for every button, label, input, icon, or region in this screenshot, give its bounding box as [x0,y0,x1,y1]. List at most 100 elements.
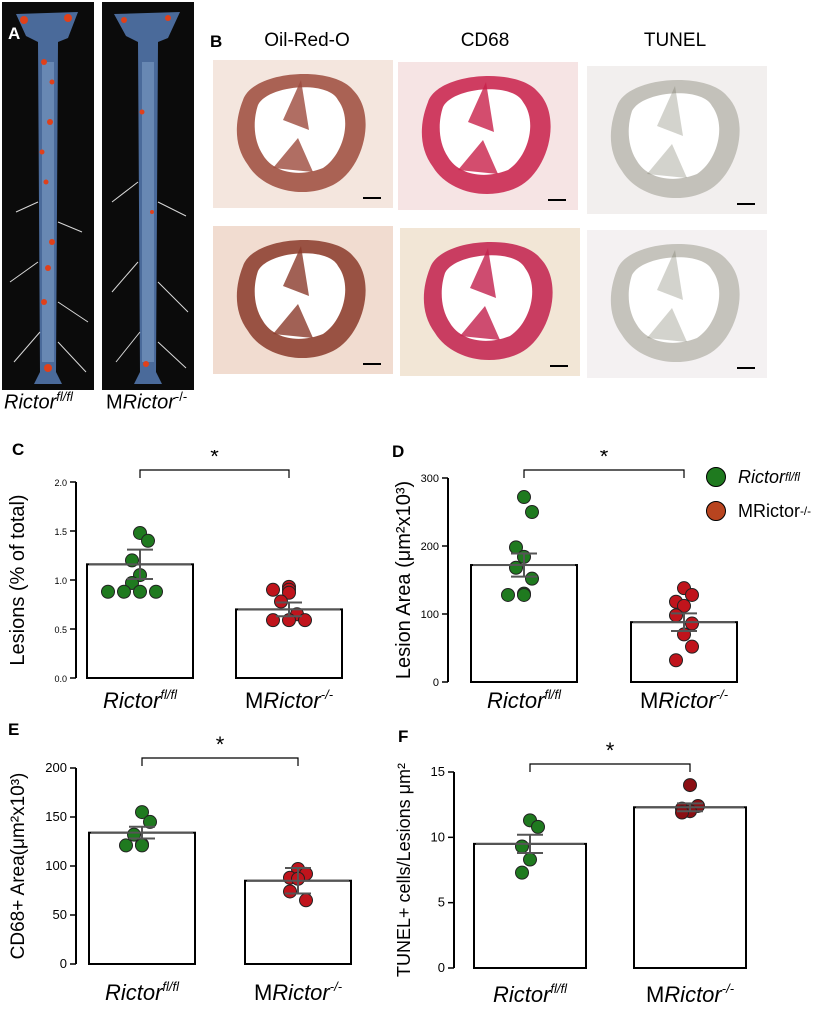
x-tick-label: MRictor-/- [646,981,735,1007]
x-tick-label: MRictor-/- [640,687,729,713]
y-tick-label: 10 [431,829,445,844]
data-point [515,865,529,880]
data-point [685,616,699,631]
y-axis-label: TUNEL+ cells/Lesions μm² [394,763,414,977]
y-tick-label: 0.0 [54,674,67,684]
data-point [119,838,133,853]
label-sup: -/- [174,389,188,404]
significance-bracket [139,469,290,478]
data-point [282,585,296,600]
micrograph-tunel-row1 [587,66,767,214]
bar-1 [244,879,352,965]
x-tick-label: Rictorfl/fl [103,687,178,713]
y-tick-label: 0 [60,956,67,971]
stain-title-oil-red-o: Oil-Red-O [264,30,350,51]
y-tick-label: 15 [431,764,445,779]
data-point [515,839,529,854]
y-tick-label: 0 [433,677,439,689]
data-point [283,884,297,899]
legend: Rictor fl/fl MRictor -/- [706,460,811,528]
significance-star: * [606,738,615,763]
significance-bracket [141,757,299,766]
data-point [523,852,537,867]
y-tick-label: 0.5 [54,625,67,635]
y-tick-label: 2.0 [54,478,67,488]
bar-1 [633,806,747,969]
y-tick-label: 200 [421,541,439,553]
x-tick-label: Rictorfl/fl [105,979,180,1005]
y-tick-label: 50 [53,907,67,922]
data-point [133,584,147,599]
label-italic: Rictor [122,391,175,414]
data-point [135,805,149,820]
micrograph-tunel-row2 [587,230,767,378]
data-point [669,653,683,668]
y-tick-label: 0 [438,960,445,975]
data-point [135,838,149,853]
aorta-photo-rictor-flfl [2,2,94,390]
data-point [501,587,515,602]
panel-f-letter: F [398,727,409,746]
data-point [531,819,545,834]
stain-title-cd68: CD68 [460,30,510,51]
data-point [525,505,539,519]
x-tick-label: Rictorfl/fl [493,981,568,1007]
aorta-label-mrictor-ko: MRictor-/- [106,389,187,415]
data-point [101,584,115,599]
data-point [149,584,163,599]
data-point [509,560,523,575]
bar-0 [470,564,578,683]
micrograph-oil-row2 [213,226,393,374]
chart-c-lesions-percent: 0.0 0.5 1.0 1.5 2.0 Lesions (% of total) * Rict… [7,450,343,713]
bar-1 [630,621,738,684]
significance-star: * [216,732,225,757]
y-axis-label: CD68+ Area(μm²x10³) [8,773,29,960]
x-tick-label: MRictor-/- [254,979,343,1005]
y-tick-label: 1.0 [54,576,67,586]
data-point [683,778,697,793]
legend-dot-red [706,501,726,521]
y-tick-label: 200 [45,760,67,775]
data-point [685,639,699,654]
legend-label-italic: Rictor [738,466,786,487]
legend-label-plain: MRictor [738,500,800,521]
y-tick-label: 300 [421,473,439,485]
data-point [141,533,155,548]
y-axis-label: Lesions (% of total) [7,494,29,665]
micrograph-cd68-row2 [400,228,580,376]
legend-label-sup: -/- [800,504,812,518]
chart-f-tunel-cells: 0 5 10 15 TUNEL+ cells/Lesions μm² * Rictorfl/… [394,738,747,1007]
aorta-label-rictor-flfl: Rictorfl/fl [4,389,73,415]
legend-item-mrictor-ko: MRictor -/- [706,494,811,528]
panel-a-letter: A [8,24,21,43]
micrograph-oil-row1 [213,60,393,208]
data-point [669,608,683,623]
panel-b-letter: B [210,32,223,51]
label-sup: fl/fl [56,389,73,404]
stain-title-tunel: TUNEL [643,30,707,51]
micrograph-cd68-row1 [398,62,578,210]
data-point [117,584,131,599]
y-tick-label: 5 [438,895,445,910]
legend-item-rictor-flfl: Rictor fl/fl [706,460,811,494]
data-point [685,587,699,602]
legend-dot-green [706,467,726,487]
bar-0 [86,563,194,679]
data-point [299,893,313,908]
label-italic: Rictor [4,391,57,414]
data-point [266,582,280,597]
panel-d-letter: D [392,442,405,461]
panel-e-letter: E [8,720,20,739]
data-point [525,571,539,586]
significance-bracket [523,469,685,478]
x-tick-label: Rictorfl/fl [487,687,562,713]
y-tick-label: 150 [45,809,67,824]
data-point [517,490,531,505]
data-point [517,587,531,602]
significance-bracket [529,763,691,772]
significance-star: * [600,450,609,469]
label-prefix: M [106,391,123,414]
significance-star: * [210,450,219,469]
data-point [675,805,689,820]
aorta-photo-mrictor-ko [102,2,194,390]
